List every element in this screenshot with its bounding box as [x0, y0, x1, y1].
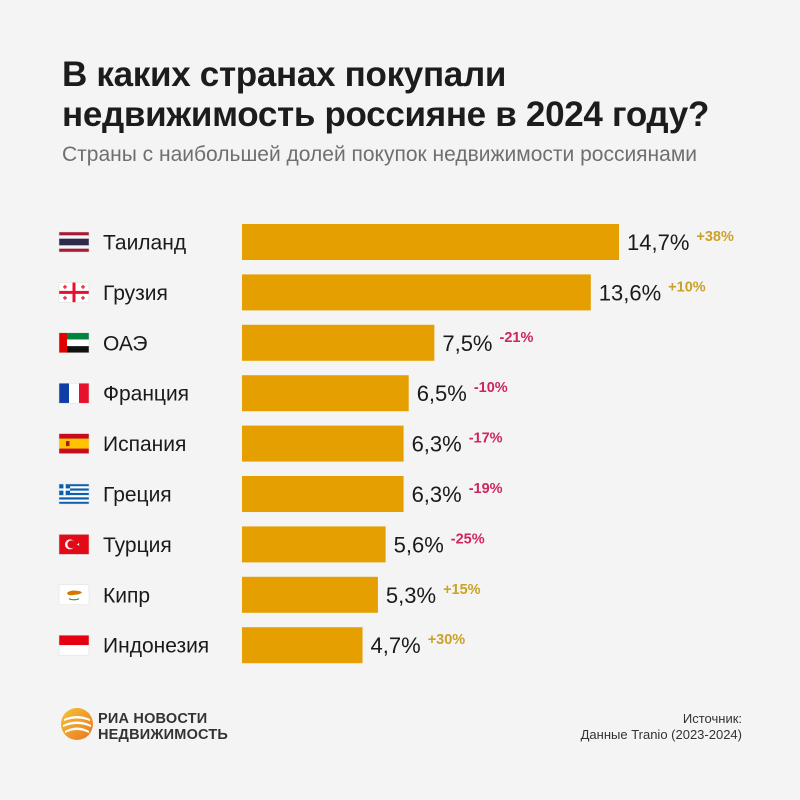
spain-flag-icon [58, 433, 90, 454]
logo-line2: НЕДВИЖИМОСТЬ [98, 727, 229, 743]
bar-chart: Таиланд 14,7% +38% Грузия 13,6% +10% ОАЭ 7,5% -2… [58, 224, 734, 664]
bar [242, 576, 378, 613]
value-label: 6,5% [417, 381, 467, 406]
georgia-flag-icon [58, 282, 90, 303]
ria-logo-text: РИА НОВОСТИ НЕДВИЖИМОСТЬ [98, 711, 228, 743]
change-label: +30% [428, 632, 466, 648]
value-label: 6,3% [412, 482, 462, 507]
bar [242, 476, 404, 512]
value-label: 14,7% [627, 230, 689, 255]
source-label: Источник: [682, 711, 742, 726]
value-label: 7,5% [442, 331, 492, 356]
category-label: Индонезия [103, 635, 209, 658]
cyprus-flag-icon [58, 584, 90, 606]
turkey-flag-icon [58, 534, 90, 555]
bar [242, 526, 386, 563]
thailand-flag-icon [58, 231, 90, 253]
change-label: +15% [443, 582, 481, 598]
value-label: 13,6% [599, 280, 661, 305]
bar [242, 274, 591, 311]
value-label: 5,3% [386, 583, 436, 608]
indonesia-flag-icon [58, 634, 90, 656]
change-label: -10% [474, 380, 508, 396]
chart-title: В каких странах покупали недвижимость ро… [62, 55, 710, 134]
category-label: Испания [103, 433, 186, 456]
category-label: Греция [103, 484, 172, 507]
category-label: Грузия [103, 282, 168, 305]
bar [242, 425, 404, 462]
category-label: Франция [103, 383, 189, 406]
bar [242, 627, 363, 664]
logo-line1: РИА НОВОСТИ [98, 711, 208, 727]
chart-subtitle: Страны с наибольшей долей покупок недвиж… [62, 143, 697, 166]
value-label: 4,7% [371, 633, 421, 658]
value-label: 6,3% [412, 432, 462, 457]
change-label: -17% [469, 431, 503, 447]
value-label: 5,6% [394, 532, 444, 557]
bar [242, 224, 619, 260]
change-label: -25% [451, 531, 485, 547]
change-label: -21% [500, 330, 534, 346]
category-label: ОАЭ [103, 332, 148, 355]
ria-logo-icon [61, 708, 93, 740]
source-note: Источник: Данные Tranio (2023-2024) [581, 711, 742, 743]
category-label: Турция [103, 534, 172, 557]
greece-flag-icon [58, 483, 90, 505]
change-label: -19% [469, 481, 503, 497]
france-flag-icon [58, 382, 90, 404]
source-text: Данные Tranio (2023-2024) [580, 727, 742, 742]
change-label: +38% [696, 229, 734, 245]
change-label: +10% [668, 279, 706, 295]
bar [242, 324, 435, 361]
category-label: Таиланд [103, 232, 186, 255]
uae-flag-icon [58, 332, 90, 354]
category-label: Кипр [103, 584, 150, 607]
bar [242, 375, 409, 412]
